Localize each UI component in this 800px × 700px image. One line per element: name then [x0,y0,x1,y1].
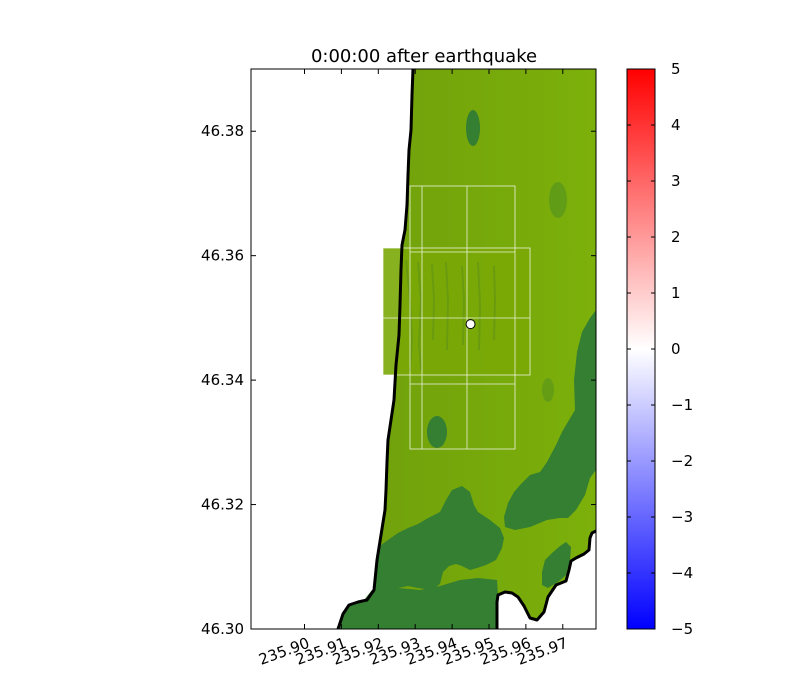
colorbar-tick-label: 4 [671,116,681,134]
dark-land-regions [338,110,596,629]
patch-streaks [405,259,497,373]
coastline [336,69,415,629]
colorbar-tick-label: −1 [671,396,693,414]
grid-overlay [382,185,531,450]
colorbar-tick-label: −2 [671,452,693,470]
colorbar-tick-label: 5 [671,60,681,78]
epicenter-marker[interactable] [465,319,476,330]
axes-frame [250,68,597,630]
chart-title: 0:00:00 after earthquake [311,46,537,67]
y-tick-label: 46.34 [201,371,244,389]
map-area [251,69,596,629]
colorbar-tick-label: 3 [671,172,681,190]
colorbar-tick-label: −3 [671,508,693,526]
y-tick-label: 46.38 [201,122,244,140]
colorbar-tick-label: 1 [671,284,681,302]
colorbar-tick-label: 2 [671,228,681,246]
colorbar-tick-label: −4 [671,564,693,582]
y-tick-label: 46.36 [201,247,244,265]
colorbar-tick-label: 0 [671,340,681,358]
y-axis: 46.30 46.32 46.34 46.36 46.38 [201,122,596,638]
coastline-south [495,529,596,629]
colorbar [626,68,656,630]
y-tick-label: 46.30 [201,620,244,638]
colorbar-tick-label: −5 [671,620,693,638]
y-tick-label: 46.32 [201,496,244,514]
colorbar-ticks: 5 4 3 2 1 0 −1 −2 −3 −4 −5 [627,60,693,638]
fine-grid-patch [383,248,530,375]
